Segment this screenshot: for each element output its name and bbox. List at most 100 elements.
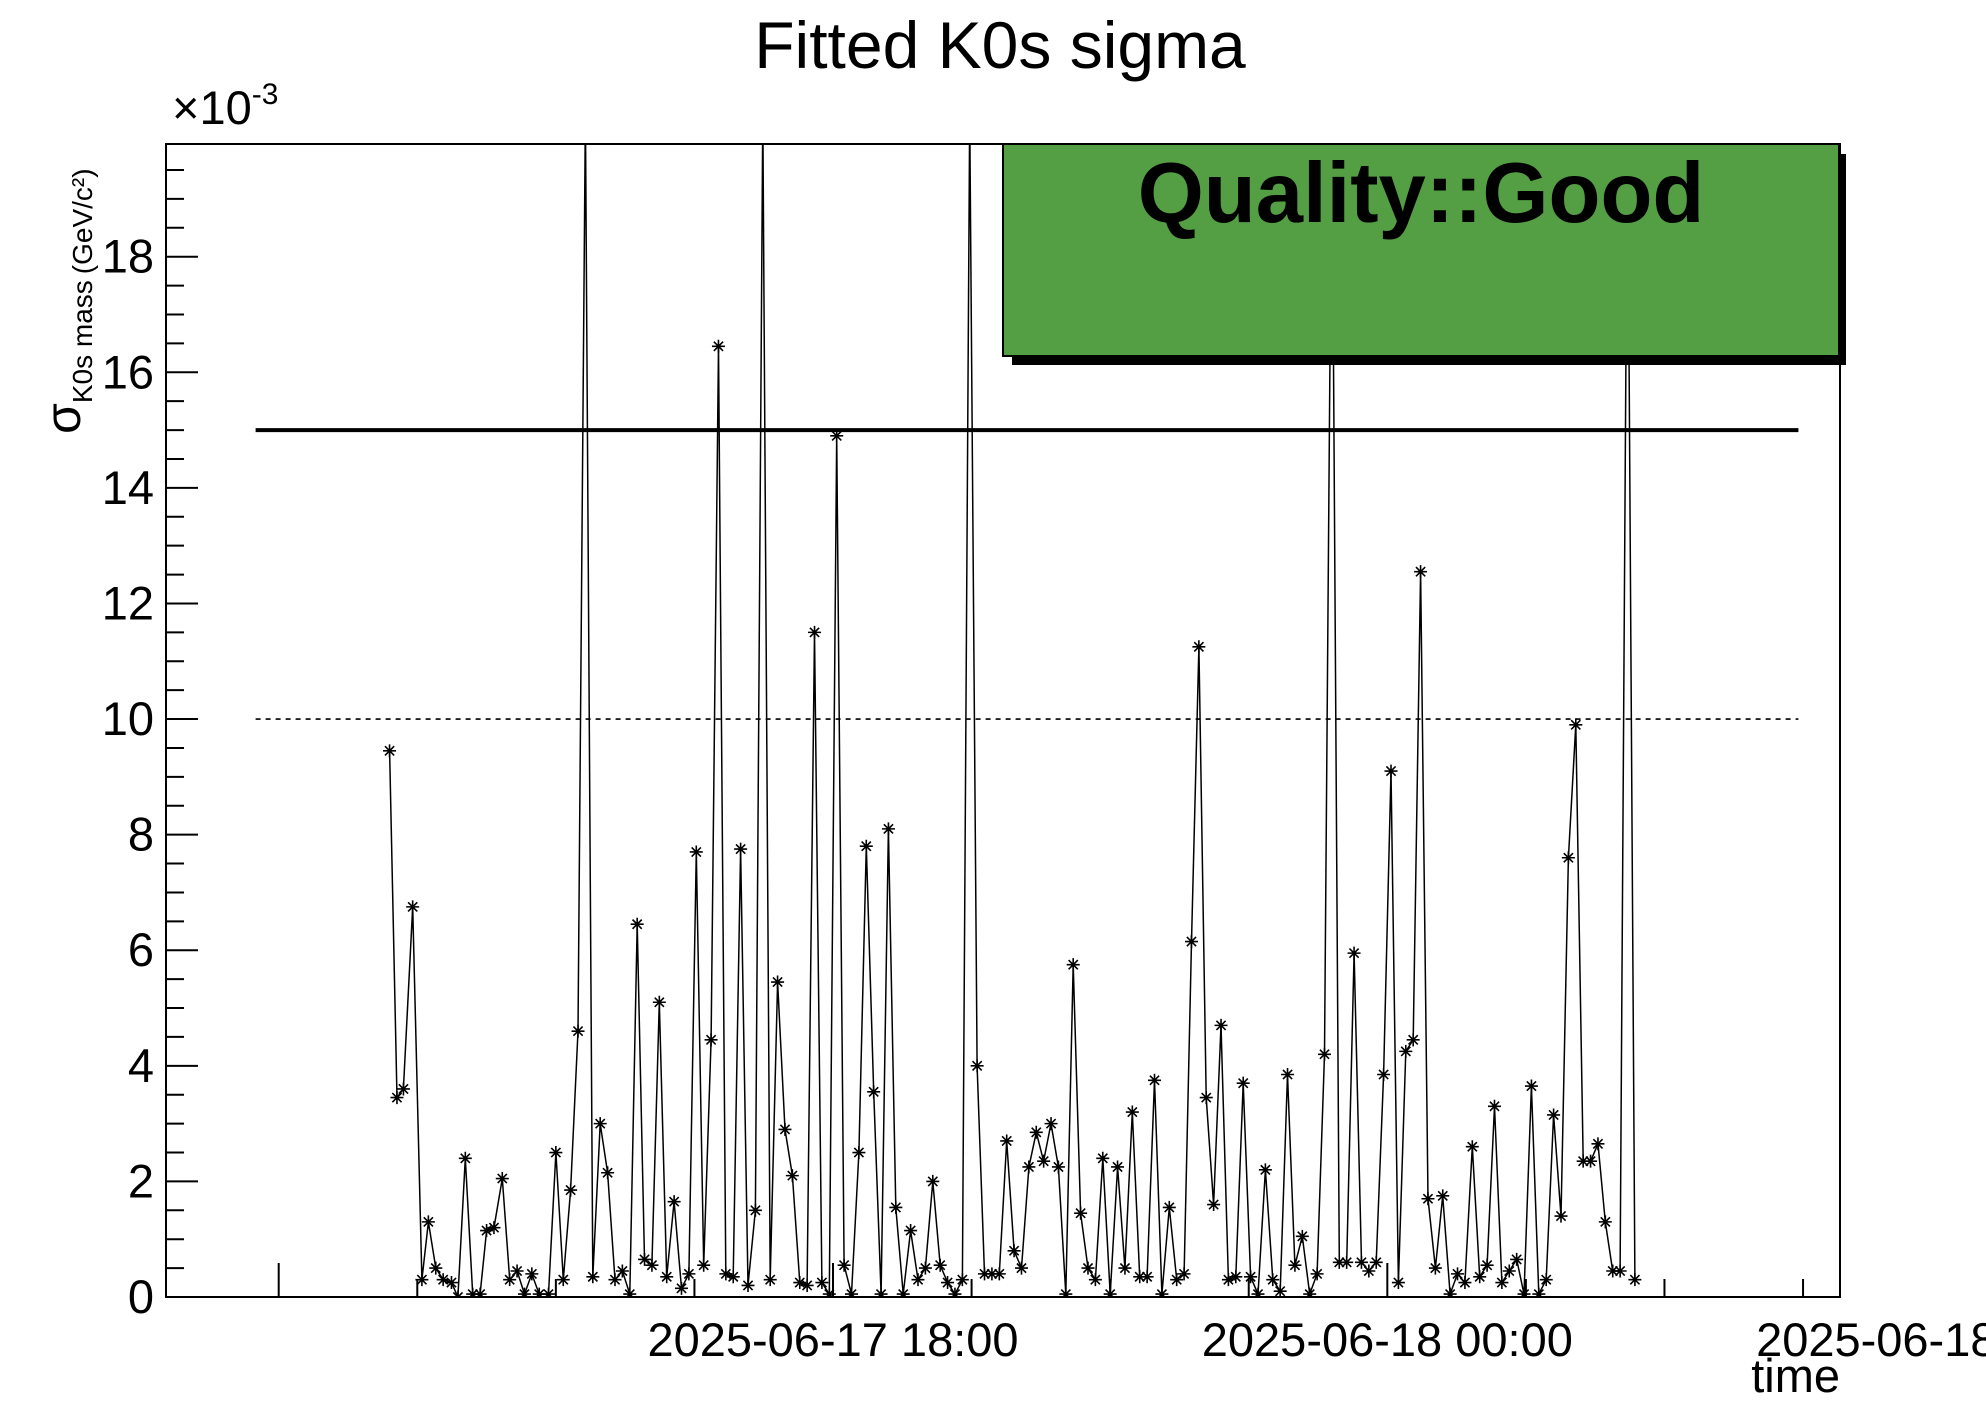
data-point (1214, 1018, 1228, 1032)
data-point (1170, 1273, 1184, 1287)
data-point (1325, 106, 1338, 119)
data-point (444, 1276, 458, 1290)
data-point (682, 1267, 696, 1281)
data-point (510, 1264, 524, 1278)
data-point (1340, 1255, 1354, 1269)
data-point (874, 1287, 888, 1297)
data-point (645, 1258, 659, 1272)
data-point (822, 1287, 836, 1297)
data-point (918, 1261, 932, 1275)
data-point (1487, 1099, 1501, 1113)
data-point (704, 1033, 718, 1047)
data-point (660, 1270, 674, 1284)
data-point (911, 1273, 925, 1287)
data-point (719, 1267, 733, 1281)
data-point (1288, 1258, 1302, 1272)
y-tick-label: 2 (128, 1154, 154, 1207)
data-point (638, 1252, 652, 1266)
data-point (1532, 1287, 1546, 1297)
data-point (711, 339, 725, 353)
data-point (1547, 1108, 1561, 1122)
data-point (1517, 1287, 1531, 1297)
y-multiplier-base: ×10 (172, 81, 252, 134)
data-point (1000, 1134, 1014, 1148)
data-point (852, 1146, 866, 1160)
data-point (1059, 1287, 1073, 1297)
data-point (1066, 958, 1080, 972)
data-point (1007, 1244, 1021, 1258)
data-point (466, 1287, 480, 1297)
data-point (1554, 1209, 1568, 1223)
x-axis: 2025-06-17 18:00 2025-06-18 00:00 2025-06-… (277, 1263, 1986, 1366)
data-point (1384, 764, 1398, 778)
data-point (1347, 946, 1361, 960)
data-point (1591, 1137, 1605, 1151)
data-point (1421, 1192, 1435, 1206)
data-point (1480, 1258, 1494, 1272)
y-multiplier-exp: -3 (252, 78, 279, 111)
data-point (941, 1276, 955, 1290)
data-point (615, 1264, 629, 1278)
data-point (785, 1169, 799, 1183)
y-tick-label: 14 (102, 461, 154, 514)
data-point (652, 995, 666, 1009)
data-point (948, 1287, 962, 1297)
data-point (1584, 1154, 1598, 1168)
data-point (734, 842, 748, 856)
data-point (1229, 1270, 1243, 1284)
y-tick-label: 18 (102, 230, 154, 283)
data-point (1391, 1276, 1405, 1290)
data-point (748, 1203, 762, 1217)
data-point (1318, 1047, 1331, 1061)
data-point (1436, 1189, 1450, 1203)
data-point (1465, 1140, 1479, 1154)
quality-badge-box (1002, 143, 1840, 357)
data-point (889, 1200, 903, 1214)
data-point (844, 1287, 858, 1297)
reference-lines (255, 428, 1799, 1298)
data-point (1473, 1270, 1487, 1284)
svg-text:σK0s mass(GeV/c²): σK0s mass (GeV/c²) (35, 168, 98, 434)
data-point (955, 1273, 969, 1287)
y-tick-label: 6 (128, 923, 154, 976)
y-multiplier: ×10-3 (172, 78, 278, 134)
data-point (1258, 1163, 1272, 1177)
data-point (571, 1024, 585, 1038)
data-point (830, 429, 844, 443)
data-point (1096, 1151, 1110, 1165)
data-point (1162, 1200, 1176, 1214)
x-tick-label: 2025-06-18 06:00 (1756, 1313, 1986, 1366)
data-point (579, 106, 592, 119)
data-point (1029, 1125, 1043, 1139)
data-point (881, 822, 895, 836)
data-point (1037, 1154, 1051, 1168)
data-point (808, 625, 822, 639)
data-point (867, 1085, 881, 1099)
data-point (630, 917, 644, 931)
data-point (1044, 1117, 1058, 1131)
data-series (383, 106, 1642, 1297)
data-point (741, 1278, 755, 1292)
data-point (1399, 1044, 1413, 1058)
data-point (963, 106, 976, 119)
chart-title: Fitted K0s sigma (754, 8, 1246, 82)
data-point (1524, 1079, 1538, 1093)
data-point (556, 1273, 570, 1287)
data-point (1051, 1160, 1065, 1174)
data-point (1613, 1264, 1627, 1278)
y-tick-label: 0 (128, 1270, 154, 1323)
data-point (451, 1290, 465, 1297)
data-point (1088, 1273, 1102, 1287)
data-point (1236, 1076, 1250, 1090)
data-point (532, 1287, 546, 1297)
data-point (1295, 1229, 1309, 1243)
data-point (1369, 1255, 1383, 1269)
data-point (800, 1278, 814, 1292)
data-point (1310, 1267, 1324, 1281)
data-point (1022, 1160, 1036, 1174)
data-point (815, 1276, 829, 1290)
data-point (1140, 1270, 1154, 1284)
data-point (1598, 1215, 1612, 1229)
data-point (1561, 851, 1575, 865)
data-point (793, 1276, 807, 1290)
